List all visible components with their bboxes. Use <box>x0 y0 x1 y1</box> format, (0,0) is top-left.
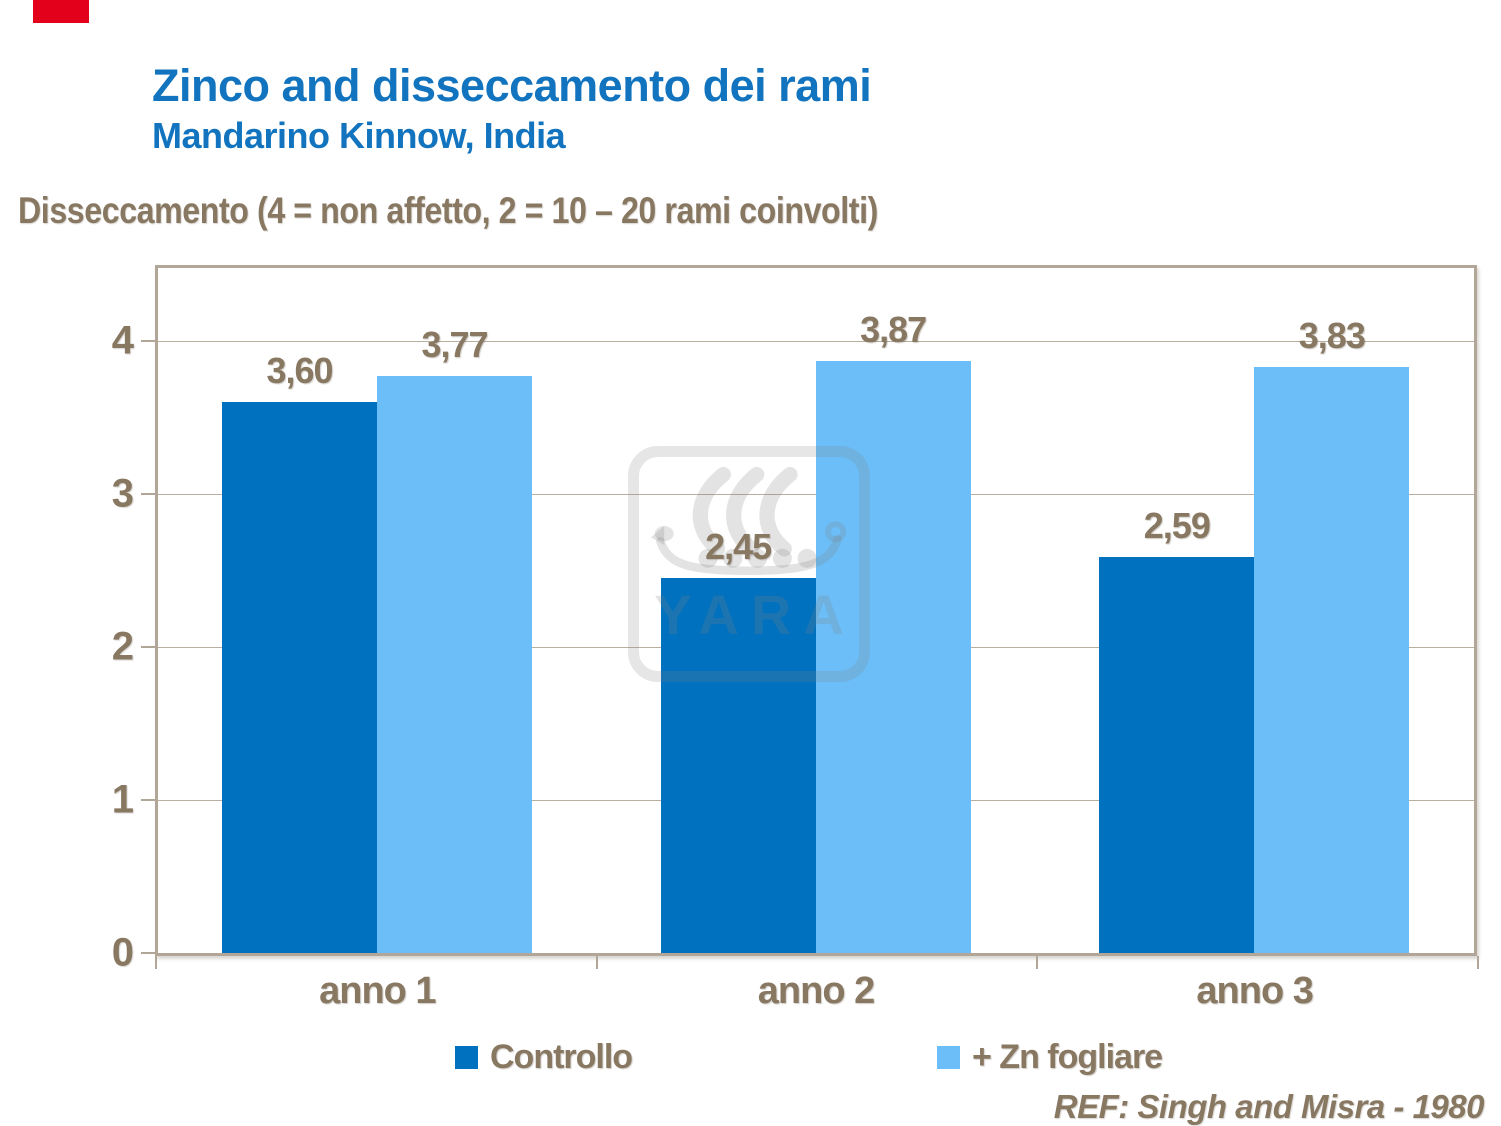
legend-label-zn-fogliare: + Zn fogliare <box>972 1038 1163 1076</box>
bar-value-label-zn-fogliare-anno-3: 3,83 <box>1298 315 1366 356</box>
chart-axis-note: Disseccamento (4 = non affetto, 2 = 10 –… <box>18 190 878 231</box>
yara-watermark: YARA <box>628 446 870 682</box>
y-axis-tick-label-0: 0 <box>111 930 134 975</box>
y-axis-tick-label-1: 1 <box>111 777 134 822</box>
yara-watermark-text: YARA <box>654 583 856 646</box>
x-axis-tick-mark <box>1477 956 1479 969</box>
x-axis-label-anno-2: anno 2 <box>757 970 875 1012</box>
slide-subtitle: Mandarino Kinnow, India <box>152 114 566 156</box>
y-axis-tick-mark <box>141 799 157 801</box>
legend-item-controllo: Controllo <box>455 1038 633 1077</box>
x-axis-label-anno-1: anno 1 <box>319 970 436 1012</box>
chart-legend: Controllo + Zn fogliare <box>0 1038 1501 1078</box>
title-block: Zinco and disseccamento dei rami Mandari… <box>152 60 872 156</box>
y-axis-tick-mark <box>141 646 157 648</box>
legend-item-zn-fogliare: + Zn fogliare <box>937 1038 1163 1077</box>
y-axis-tick-label-4: 4 <box>111 318 134 363</box>
red-flag-marker <box>33 0 89 23</box>
bar-value-label-controllo-anno-3: 2,59 <box>1143 504 1211 546</box>
y-axis-tick-mark <box>141 493 157 495</box>
bar-value-label-zn-fogliare-anno-2: 3,87 <box>860 308 927 350</box>
reference-text: REF: Singh and Misra - 1980 <box>1053 1088 1485 1125</box>
bar-controllo-anno-2 <box>660 578 816 953</box>
y-axis-tick-mark <box>141 340 157 342</box>
x-axis-tick-mark <box>155 956 157 969</box>
legend-color-swatch-zn-fogliare <box>937 1046 960 1069</box>
gridline-4 <box>158 341 1474 342</box>
yara-ship-icon <box>650 467 847 576</box>
y-axis-tick-label-3: 3 <box>111 471 134 516</box>
legend-label-controllo: Controllo <box>490 1038 633 1076</box>
x-axis-label-anno-3: anno 3 <box>1196 970 1313 1012</box>
bar-controllo-anno-1 <box>222 402 377 953</box>
y-axis-tick-label-2: 2 <box>111 624 134 669</box>
x-axis-tick-mark <box>1036 956 1039 969</box>
bar-value-label-zn-fogliare-anno-1: 3,77 <box>421 324 488 366</box>
bar-controllo-anno-3 <box>1099 556 1255 953</box>
bar-zn-fogliare-anno-3 <box>1254 367 1410 953</box>
x-axis-tick-mark <box>595 956 598 969</box>
plot-area: 3,60 3,77 2,45 3,87 2,59 3,83 <box>155 265 1477 956</box>
bar-value-label-controllo-anno-1: 3,60 <box>266 350 333 392</box>
bar-value-label-controllo-anno-2: 2,45 <box>705 526 772 568</box>
y-axis-tick-mark <box>141 952 157 954</box>
bar-zn-fogliare-anno-1 <box>377 376 532 953</box>
legend-color-swatch-controllo <box>455 1046 478 1069</box>
slide-title: Zinco and disseccamento dei rami <box>152 60 872 111</box>
